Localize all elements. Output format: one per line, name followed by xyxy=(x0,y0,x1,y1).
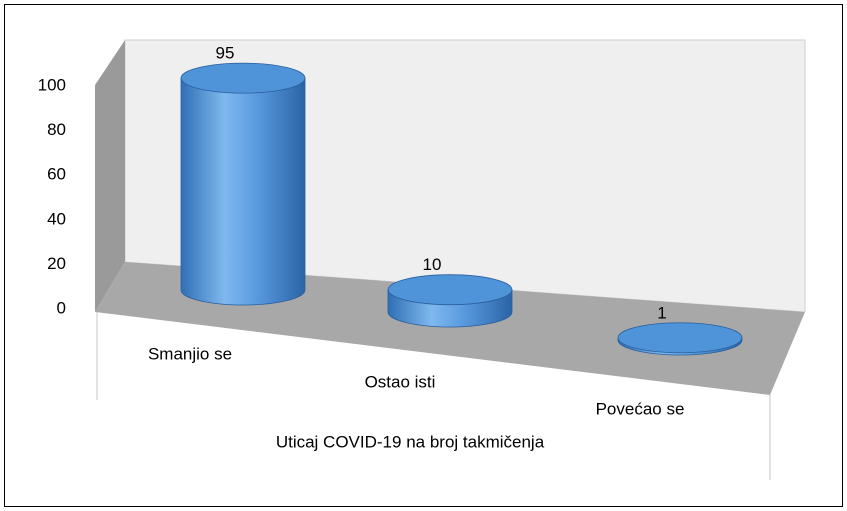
y-tick-label: 80 xyxy=(47,120,66,139)
cylinder-top xyxy=(180,62,306,94)
y-tick-label: 20 xyxy=(47,254,66,273)
cylinder-top xyxy=(387,274,513,306)
value-label: 10 xyxy=(423,255,442,274)
side-wall xyxy=(95,40,125,312)
y-tick-label: 100 xyxy=(38,75,66,94)
value-label: 95 xyxy=(216,44,235,63)
y-tick-label: 40 xyxy=(47,209,66,228)
x-tick-label: Povećao se xyxy=(596,399,685,418)
y-tick-label: 60 xyxy=(47,165,66,184)
x-tick-label: Smanjio se xyxy=(148,344,232,363)
value-label: 1 xyxy=(657,303,666,322)
x-axis-title: Uticaj COVID-19 na broj takmičenja xyxy=(276,432,545,451)
cylinder xyxy=(180,77,306,306)
cylinder-top xyxy=(617,322,743,354)
y-tick-label: 0 xyxy=(57,298,66,317)
x-tick-label: Ostao isti xyxy=(365,372,436,391)
